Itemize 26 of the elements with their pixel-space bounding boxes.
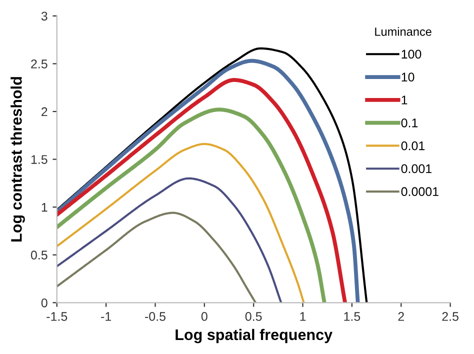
x-tick-label: -1.5 <box>46 312 68 321</box>
y-axis-title: Log contrast threshold <box>10 77 25 242</box>
x-tick-label: 1.5 <box>344 312 360 321</box>
legend-label: 0.01 <box>401 141 425 150</box>
x-tick-label: -0.5 <box>145 312 166 321</box>
y-tick-label: 1.5 <box>31 155 48 164</box>
legend-label: 0.1 <box>401 118 418 128</box>
y-tick-label: 0.5 <box>30 250 48 260</box>
x-tick-label: 2.5 <box>442 312 458 321</box>
legend-label: 100 <box>402 50 422 59</box>
x-tick-label: -1 <box>101 312 112 321</box>
y-tick-label: 2 <box>42 107 48 116</box>
y-tick-label: 2.5 <box>31 60 48 68</box>
legend-label: 0.001 <box>401 164 432 174</box>
y-tick-label: 3 <box>41 12 48 21</box>
x-tick-label: 1 <box>300 312 306 321</box>
x-tick-label: 0.5 <box>245 312 262 321</box>
y-tick-label: 1 <box>42 203 48 212</box>
x-axis-title: Log spatial frequency <box>176 328 332 344</box>
legend-title: Luminance <box>375 27 432 36</box>
legend-label: 0.0001 <box>401 187 438 196</box>
legend-label: 1 <box>402 96 408 104</box>
x-tick-label: 2 <box>398 312 404 321</box>
legend-label: 10 <box>402 72 414 82</box>
y-tick-label: 0 <box>41 298 48 308</box>
x-tick-label: 0 <box>201 312 208 321</box>
